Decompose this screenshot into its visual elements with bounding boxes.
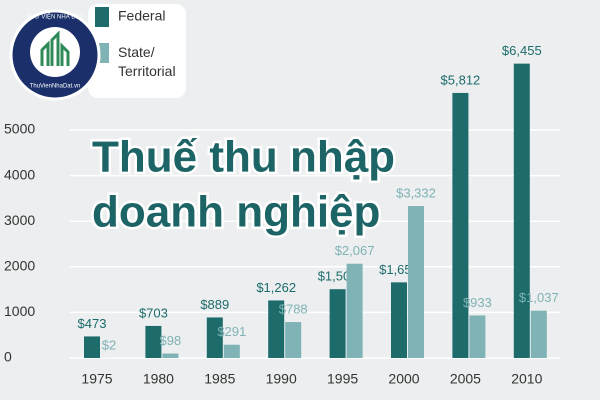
bar bbox=[391, 282, 407, 358]
logo-icon bbox=[40, 30, 70, 66]
x-tick-label: 2000 bbox=[388, 371, 419, 387]
bar bbox=[513, 63, 530, 359]
x-tick-label: 1990 bbox=[266, 371, 297, 387]
bar bbox=[530, 310, 547, 358]
y-tick-label: 5000 bbox=[4, 121, 35, 137]
logo-inner bbox=[30, 27, 80, 77]
overlay-title-line-2: doanh nghiệp bbox=[92, 188, 380, 237]
bar bbox=[346, 263, 363, 358]
legend-box bbox=[88, 4, 186, 98]
bar bbox=[469, 315, 486, 358]
value-label: $2,067 bbox=[335, 243, 375, 258]
bar bbox=[329, 289, 346, 358]
value-label: $703 bbox=[139, 305, 168, 320]
x-tick-label: 1985 bbox=[204, 371, 235, 387]
value-label: $889 bbox=[200, 297, 229, 312]
bar bbox=[162, 353, 179, 358]
bar bbox=[285, 322, 302, 358]
overlay-title-line-1: Thuế thu nhập bbox=[92, 133, 395, 182]
bar bbox=[268, 300, 285, 358]
logo: THƯ VIỆN NHÀ ĐẤT ThuVienNhaDat.vn bbox=[9, 9, 101, 101]
value-label: $6,455 bbox=[502, 43, 542, 58]
value-label: $473 bbox=[78, 316, 107, 331]
legend-label: Federal bbox=[118, 8, 165, 24]
y-tick-label: 2000 bbox=[4, 257, 35, 273]
logo-url: ThuVienNhaDat.vn bbox=[30, 84, 81, 90]
y-tick-label: 3000 bbox=[4, 212, 35, 228]
value-label: $933 bbox=[463, 295, 492, 310]
bar bbox=[408, 206, 424, 358]
x-tick-label: 1995 bbox=[327, 371, 358, 387]
x-tick-label: 2005 bbox=[450, 371, 481, 387]
bar bbox=[84, 336, 100, 358]
legend-swatch bbox=[95, 7, 109, 27]
plot: 0 1000 2000 3000 4000 5000 1975 $473 $2 1980 $703 $… bbox=[4, 43, 560, 387]
value-label: $1,037 bbox=[519, 290, 559, 305]
y-tick-label: 0 bbox=[4, 349, 12, 365]
bar bbox=[223, 344, 240, 358]
legend-label: State/Territorial bbox=[118, 44, 176, 79]
bar bbox=[452, 92, 469, 359]
legend: Federal State/Territorial bbox=[95, 7, 176, 79]
y-tick-label: 1000 bbox=[4, 303, 35, 319]
value-label: $788 bbox=[279, 302, 308, 317]
value-label: $2 bbox=[102, 337, 116, 352]
value-label: $98 bbox=[160, 333, 182, 348]
value-label: $3,332 bbox=[396, 185, 436, 200]
x-tick-label: 1980 bbox=[143, 371, 174, 387]
bar bbox=[206, 317, 223, 358]
bar bbox=[145, 325, 162, 358]
x-tick-label: 1975 bbox=[81, 371, 112, 387]
y-tick-label: 4000 bbox=[4, 166, 35, 182]
value-label: $291 bbox=[217, 324, 246, 339]
value-label: $5,812 bbox=[441, 72, 481, 87]
value-label: $1,262 bbox=[256, 280, 296, 295]
x-tick-label: 2010 bbox=[511, 371, 542, 387]
logo-text: THƯ VIỆN NHÀ ĐẤT bbox=[27, 13, 84, 21]
